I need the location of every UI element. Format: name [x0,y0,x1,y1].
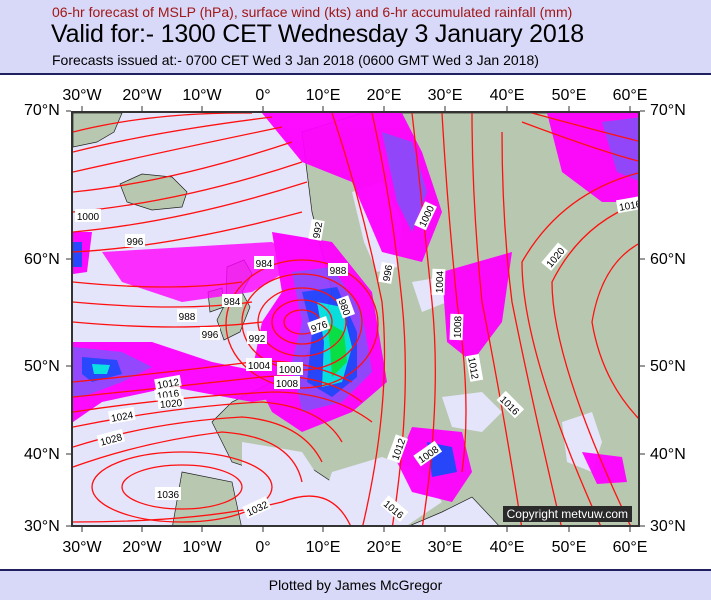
lon-label-top: 30°W [62,87,102,104]
lat-label-right: 50°N [650,358,686,375]
chart-subtitle: 06-hr forecast of MSLP (hPa), surface wi… [52,4,573,20]
svg-text:996: 996 [202,330,219,341]
footer-divider [0,569,711,571]
svg-text:996: 996 [127,237,144,248]
issued-time: Forecasts issued at:- 0700 CET Wed 3 Jan… [52,52,539,68]
weather-map[interactable]: 1000 996 984 984 988 996 992 992 988 980… [71,111,640,527]
lat-label-right: 70°N [650,102,686,119]
svg-text:1032: 1032 [245,499,270,519]
lon-label-bottom: 60°E [612,539,648,556]
lon-label-bottom: 40°E [489,539,525,556]
lat-label-left: 40°N [24,446,60,463]
isobar-labels: 1000 996 984 984 988 996 992 992 988 980… [75,195,640,522]
svg-text:996: 996 [382,264,396,283]
lon-label-bottom: 20°W [122,539,162,556]
lon-label-bottom: 20°E [366,539,402,556]
lat-label-left: 70°N [24,102,60,119]
svg-text:1000: 1000 [279,365,302,376]
svg-text:1004: 1004 [435,270,447,293]
svg-text:1020: 1020 [160,398,184,411]
lat-label-right: 40°N [650,446,686,463]
lon-label-top: 0° [255,87,271,104]
lon-label-top: 10°E [305,87,341,104]
svg-text:1000: 1000 [77,212,100,223]
isobar-layer [73,113,638,525]
lon-label-bottom: 30°W [62,539,102,556]
lat-label-left: 50°N [24,358,60,375]
header-divider [0,73,711,75]
map-canvas: 1000 996 984 984 988 996 992 992 988 980… [73,113,640,525]
svg-text:1008: 1008 [276,379,299,390]
copyright-label: Copyright metvuw.com [502,506,632,522]
lon-label-top: 50°E [551,87,587,104]
valid-time-title: Valid for:- 1300 CET Wednesday 3 January… [51,20,584,48]
lon-label-bottom: 10°W [182,539,222,556]
lat-label-right: 30°N [650,518,686,535]
svg-text:988: 988 [330,266,347,277]
lat-label-left: 60°N [24,251,60,268]
lon-label-top: 60°E [612,87,648,104]
header: 06-hr forecast of MSLP (hPa), surface wi… [0,0,711,73]
svg-text:1036: 1036 [157,490,180,501]
rainfall-layer [73,113,638,502]
footer: Plotted by James McGregor [0,571,711,600]
svg-text:1016: 1016 [618,199,640,214]
svg-text:984: 984 [256,259,273,270]
svg-text:992: 992 [312,221,326,240]
svg-text:988: 988 [179,312,196,323]
lon-label-top: 20°E [366,87,402,104]
svg-text:984: 984 [224,297,241,308]
lon-label-bottom: 50°E [551,539,587,556]
lon-label-bottom: 30°E [427,539,463,556]
lon-label-top: 40°E [489,87,525,104]
svg-text:1008: 1008 [453,315,465,338]
lon-label-top: 20°W [122,87,162,104]
plotted-by-credit: Plotted by James McGregor [268,577,443,593]
lat-label-left: 30°N [24,518,60,535]
svg-text:1024: 1024 [110,410,134,425]
svg-text:992: 992 [249,334,266,345]
lon-label-top: 10°W [182,87,222,104]
lon-label-top: 30°E [427,87,463,104]
lon-label-bottom: 0° [255,539,271,556]
svg-text:1012: 1012 [465,356,480,380]
lon-label-bottom: 10°E [305,539,341,556]
svg-text:1004: 1004 [248,361,271,372]
lat-label-right: 60°N [650,251,686,268]
